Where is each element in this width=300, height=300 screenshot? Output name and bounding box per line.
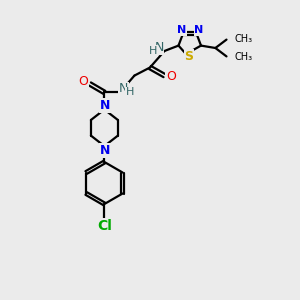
Text: H: H xyxy=(149,46,157,56)
Text: O: O xyxy=(79,75,88,88)
Text: CH₃: CH₃ xyxy=(235,34,253,44)
Text: CH₃: CH₃ xyxy=(235,52,253,62)
Text: O: O xyxy=(166,70,176,83)
Text: N: N xyxy=(119,82,128,95)
Text: S: S xyxy=(184,50,194,63)
Text: N: N xyxy=(154,41,164,54)
Text: H: H xyxy=(126,87,134,98)
Text: N: N xyxy=(100,144,110,157)
Text: N: N xyxy=(194,25,203,35)
Text: N: N xyxy=(178,25,187,35)
Text: Cl: Cl xyxy=(97,219,112,232)
Text: N: N xyxy=(100,99,110,112)
